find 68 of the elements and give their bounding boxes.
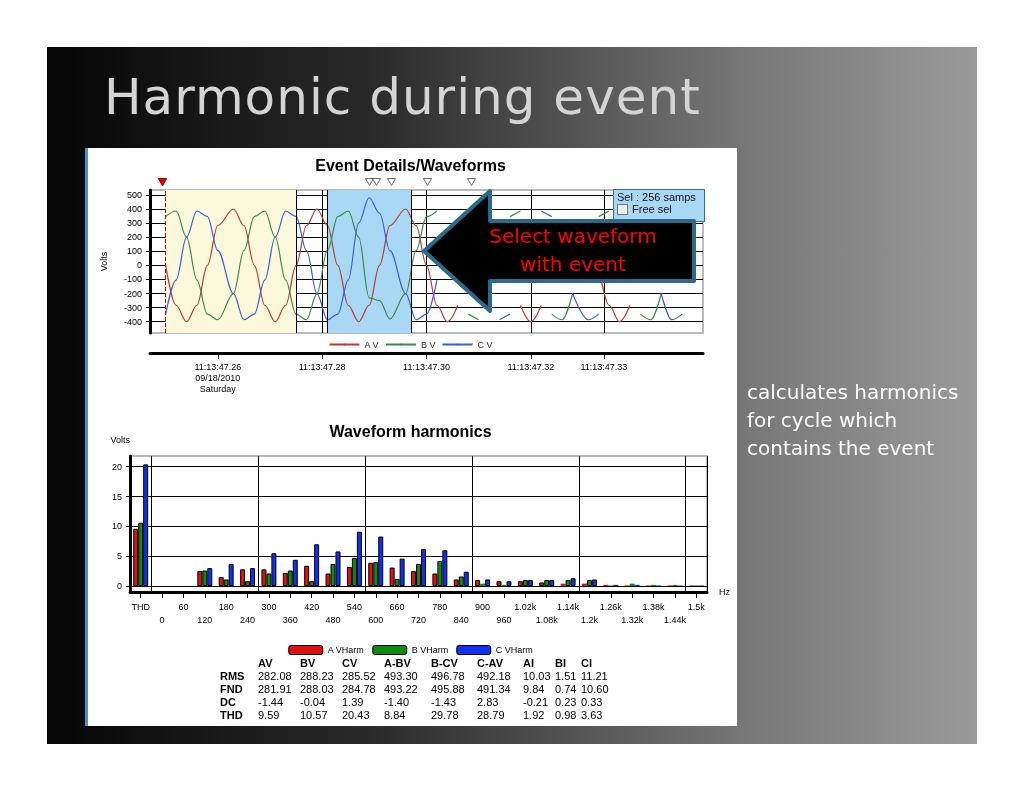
text: FND 281.91 288.03 284.78 493.22 495.88 491.34 9.84 0.74 10.60 xyxy=(220,683,609,695)
x-tick-label: 1.5k xyxy=(687,601,706,612)
y-tick-label: 100 xyxy=(126,246,142,257)
x-tick-label: 11:13:47.28 xyxy=(298,361,346,372)
annotation: Sel : 256 samps xyxy=(617,191,697,203)
text: calculates harmonics for cycle which contains the event xyxy=(747,379,960,462)
x-tick-label: 11:13:47.33 xyxy=(580,361,628,372)
y-tick-label: 200 xyxy=(126,232,142,243)
chart-title: Waveform harmonics xyxy=(329,422,492,440)
x-tick-label: 420 xyxy=(304,601,320,612)
y-tick-label: -400 xyxy=(123,316,142,327)
y-axis-title: Volts xyxy=(98,251,109,272)
x-tick-label: 660 xyxy=(389,601,405,612)
chart-title: Event Details/Waveforms xyxy=(315,156,506,174)
x-tick-label: 1.26k xyxy=(599,601,623,612)
x-tick-label: 540 xyxy=(346,601,362,612)
x-tick-label: 1.08k xyxy=(535,614,559,625)
x-tick-label: 180 xyxy=(218,601,234,612)
y-tick-label: 5 xyxy=(116,551,122,562)
x-tick-label: 0 xyxy=(159,614,165,625)
legend-label: B VHarm xyxy=(411,645,449,655)
x-tick-label: 1.02k xyxy=(514,601,537,612)
x-tick-label: 300 xyxy=(261,601,277,612)
x-tick-label: 1.38k xyxy=(642,601,666,612)
x-tick-label: 240 xyxy=(240,614,256,625)
y-tick-label: 300 xyxy=(126,218,142,229)
x-tick-label: 1.32k xyxy=(621,614,644,625)
x-tick-label: 1.14k xyxy=(557,601,580,612)
x-tick-label: 960 xyxy=(496,614,512,625)
y-tick-label: 0 xyxy=(116,581,122,592)
x-tick-label: 360 xyxy=(282,614,298,625)
legend-label: A V xyxy=(364,339,379,350)
y-tick-label: -100 xyxy=(123,274,142,285)
x-tick-label: 780 xyxy=(432,601,448,612)
x-axis-title: Hz xyxy=(719,587,731,597)
x-tick-label: 840 xyxy=(453,614,469,625)
text: Harmonic during event xyxy=(104,68,701,126)
y-tick-label: 0 xyxy=(136,260,142,271)
x-tick-label: 1.44k xyxy=(663,614,687,625)
text: AV BV CV A-BV B-CV C-AV AI BI CI xyxy=(258,657,592,669)
text: DC -1.44 -0.04 1.39 -1.40 -1.43 2.83 -0.21 0.23 0.33 xyxy=(220,696,603,708)
legend-label: C V xyxy=(477,339,493,350)
y-tick-label: 15 xyxy=(111,491,122,502)
annotation: Free sel xyxy=(632,203,672,215)
x-tick-label: 60 xyxy=(178,601,189,612)
text: THD 9.59 10.57 20.43 8.84 29.78 28.79 1.92 0.98 3.63 xyxy=(220,709,603,721)
annotation: Select waveform with event xyxy=(488,223,658,278)
y-tick-label: 10 xyxy=(111,521,122,532)
legend-label: A VHarm xyxy=(327,645,364,655)
x-tick-label: 11:13:47.26 09/18/2010 Saturday xyxy=(194,361,242,394)
x-tick-label: 480 xyxy=(325,614,341,625)
x-tick-label: 720 xyxy=(410,614,427,625)
y-tick-label: 500 xyxy=(126,189,142,200)
y-tick-label: 400 xyxy=(126,204,142,215)
x-tick-label: 1.2k xyxy=(580,614,599,625)
x-tick-label: 900 xyxy=(475,601,491,612)
x-tick-label: 600 xyxy=(368,614,384,625)
text: RMS 282.08 288.23 285.52 493.30 496.78 492.18 10.03 1.51 11.21 xyxy=(220,670,608,682)
legend-label: C VHarm xyxy=(495,645,533,655)
x-tick-label: 11:13:47.30 xyxy=(403,361,450,372)
x-tick-label: 120 xyxy=(197,614,213,625)
y-axis-title: Volts xyxy=(110,434,131,445)
x-tick-label: 11:13:47.32 xyxy=(507,361,555,372)
y-tick-label: -200 xyxy=(123,288,142,299)
y-tick-label: -300 xyxy=(123,302,142,313)
legend-label: B V xyxy=(421,339,436,350)
x-tick-label: THD xyxy=(131,601,151,612)
y-tick-label: 20 xyxy=(111,461,122,472)
